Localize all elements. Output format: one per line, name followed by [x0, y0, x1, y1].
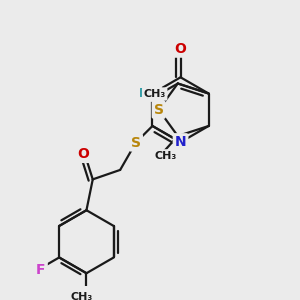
Text: O: O: [77, 147, 89, 161]
Text: CH₃: CH₃: [70, 292, 93, 300]
Text: CH₃: CH₃: [143, 89, 166, 99]
Text: S: S: [154, 103, 164, 117]
Text: N: N: [175, 135, 186, 149]
Text: S: S: [131, 136, 141, 149]
Text: F: F: [36, 263, 46, 277]
Text: O: O: [175, 42, 187, 56]
Text: CH₃: CH₃: [154, 151, 177, 161]
Text: NH: NH: [139, 87, 160, 100]
